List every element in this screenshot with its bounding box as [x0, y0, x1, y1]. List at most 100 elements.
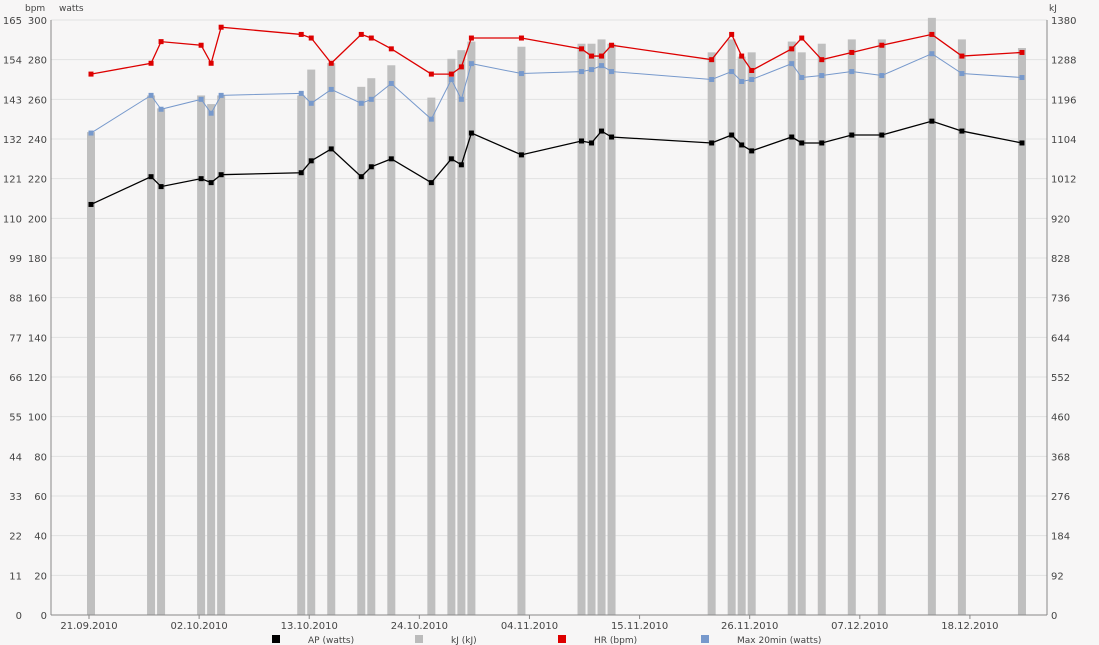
- ap-point: [879, 132, 885, 138]
- kj-tick-label: 828: [1051, 254, 1070, 265]
- kj-bar: [367, 78, 376, 615]
- kj-bar: [847, 39, 856, 616]
- ap-point: [599, 128, 605, 134]
- hr-point: [88, 71, 94, 77]
- ap-point: [148, 174, 154, 180]
- kj-bar: [157, 108, 166, 615]
- ap-point: [198, 176, 204, 182]
- legend-swatch-hr: [558, 635, 566, 643]
- x-tick-label: 21.09.2010: [60, 621, 117, 632]
- max20-point: [929, 51, 935, 57]
- hr-point: [208, 60, 214, 66]
- hr-point: [589, 53, 595, 59]
- kj-tick-label: 736: [1051, 294, 1070, 305]
- watt-tick-label: 300: [28, 16, 47, 27]
- max20-point: [88, 130, 94, 136]
- max20-point: [579, 69, 585, 75]
- ap-point: [368, 164, 374, 170]
- max20-point: [308, 100, 314, 106]
- hr-point: [298, 31, 304, 37]
- x-tick-label: 26.11.2010: [721, 621, 778, 632]
- hr-point: [799, 35, 805, 41]
- hr-point: [709, 57, 715, 63]
- legend-swatch-ap: [272, 635, 280, 643]
- legend-label-hr: HR (bpm): [594, 636, 637, 645]
- hr-tick-label: 165: [3, 16, 22, 27]
- legend-swatch-kj: [415, 635, 423, 643]
- kj-tick-label: 184: [1051, 532, 1070, 543]
- watt-tick-label: 280: [28, 56, 47, 67]
- hr-tick-label: 99: [9, 254, 22, 265]
- hr-point: [388, 46, 394, 52]
- hr-point: [959, 53, 965, 59]
- legend-label-ap: AP (watts): [308, 636, 354, 645]
- kj-bar: [707, 52, 716, 615]
- max20-point: [298, 90, 304, 96]
- legend-label-max20: Max 20min (watts): [737, 636, 821, 645]
- ap-point: [158, 184, 164, 190]
- kj-bar: [87, 132, 96, 616]
- x-tick-label: 04.11.2010: [501, 621, 558, 632]
- legend: AP (watts) kJ (kJ) HR (bpm) Max 20min (watt…: [272, 635, 821, 645]
- kj-bar: [197, 95, 206, 616]
- kj-tick-label: 1380: [1051, 16, 1076, 27]
- kj-tick-label: 552: [1051, 373, 1070, 384]
- ap-point: [789, 134, 795, 140]
- max20-point: [468, 61, 474, 67]
- watt-tick-label: 100: [28, 413, 47, 424]
- hr-point: [218, 24, 224, 30]
- ap-point: [88, 201, 94, 207]
- kj-bar: [147, 95, 156, 616]
- watt-tick-label: 40: [34, 532, 47, 543]
- hr-point: [849, 49, 855, 55]
- kj-bar: [597, 39, 606, 616]
- kj-bars: [87, 17, 1026, 616]
- series-lines: [88, 24, 1025, 207]
- kj-bar: [427, 97, 436, 615]
- ap-point: [929, 118, 935, 124]
- kj-tick-label: 0: [1051, 611, 1057, 622]
- hr-point: [819, 57, 825, 63]
- kj-bar: [737, 56, 746, 615]
- max20-point: [729, 69, 735, 75]
- max20-point: [428, 116, 434, 122]
- hr-tick-label: 154: [3, 56, 22, 67]
- ap-point: [208, 180, 214, 186]
- x-tick-label: 24.10.2010: [391, 621, 448, 632]
- ap-point: [468, 130, 474, 136]
- kj-bar: [787, 41, 796, 615]
- max20-point: [518, 71, 524, 77]
- ap-point: [388, 156, 394, 162]
- kj-bar: [727, 39, 736, 616]
- hr-tick-label: 11: [9, 571, 22, 582]
- hr-tick-label: 143: [3, 95, 22, 106]
- kj-bar: [517, 46, 526, 616]
- x-tick-label: 02.10.2010: [170, 621, 227, 632]
- watt-tick-label: 140: [28, 333, 47, 344]
- max20-point: [819, 73, 825, 79]
- watt-tick-label: 180: [28, 254, 47, 265]
- ap-point: [308, 158, 314, 164]
- kj-bar: [447, 58, 456, 616]
- ap-point: [428, 180, 434, 186]
- max20-point: [589, 67, 595, 73]
- kj-bar: [957, 39, 966, 616]
- legend-swatch-max20: [701, 635, 709, 643]
- watt-tick-label: 260: [28, 95, 47, 106]
- kj-bar: [467, 41, 476, 615]
- hr-point: [579, 46, 585, 52]
- kj-tick-label: 276: [1051, 492, 1070, 503]
- hr-point: [328, 60, 334, 66]
- max20-point: [599, 63, 605, 69]
- hr-point: [158, 39, 164, 45]
- hr-tick-label: 0: [16, 611, 22, 622]
- watt-tick-label: 20: [34, 571, 47, 582]
- kj-bar: [587, 43, 596, 616]
- kj-bar: [927, 17, 936, 616]
- kj-bar: [797, 52, 806, 615]
- hr-tick-label: 88: [9, 294, 22, 305]
- max20-point: [198, 96, 204, 102]
- kj-tick-label: 460: [1051, 413, 1070, 424]
- kj-tick-label: 92: [1051, 571, 1064, 582]
- max20-point: [148, 92, 154, 98]
